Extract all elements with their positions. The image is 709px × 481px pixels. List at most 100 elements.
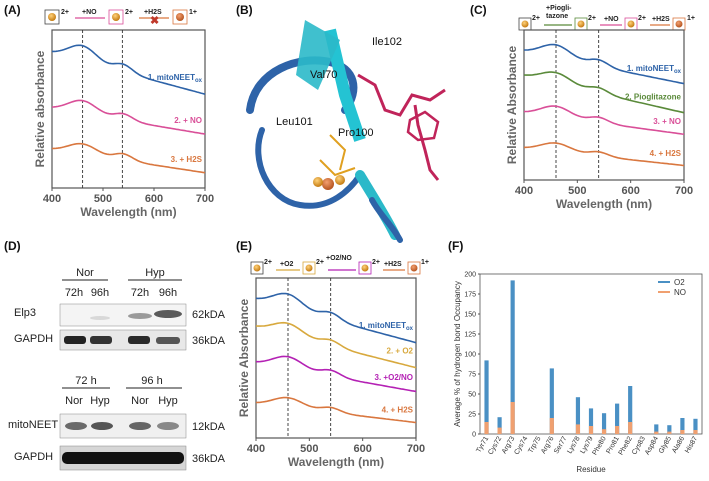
blot-band xyxy=(129,422,151,430)
time-label: 96h xyxy=(159,287,177,299)
series-label: 3. + NO xyxy=(653,117,681,126)
group-label: 96 h xyxy=(141,375,162,387)
y-axis-label: Relative Absorbance xyxy=(505,46,519,165)
series-label: 3. + H2S xyxy=(171,155,203,164)
x-tick-label: 400 xyxy=(247,443,265,455)
blot-row-label: mitoNEET xyxy=(8,419,58,431)
bar-o2 xyxy=(510,280,515,434)
scheme-step: +NO xyxy=(604,16,619,23)
spectrum-line xyxy=(523,71,685,114)
blot-band xyxy=(90,336,112,344)
plot-frame xyxy=(255,277,417,439)
bar-no xyxy=(615,426,620,434)
scheme-step: +Piogli- xyxy=(546,5,572,12)
scheme-step: +NO xyxy=(82,9,97,16)
bar-no xyxy=(601,429,607,434)
scheme-charge: 2+ xyxy=(316,259,324,266)
bar-no xyxy=(693,430,698,434)
bar-o2 xyxy=(601,413,607,434)
panel-a: 2+ +NO 2+ +H2S ✖ 1+ 1. mitoNEETox 2. + NO… xyxy=(33,9,214,219)
cluster-bracket xyxy=(302,261,316,275)
kda-label: 62kDA xyxy=(192,309,226,321)
cluster-bracket xyxy=(407,261,421,275)
iron-cluster-icon xyxy=(521,20,529,28)
blot-band xyxy=(90,316,110,320)
plot-frame xyxy=(51,29,206,189)
cluster-bracket xyxy=(250,261,264,275)
panel-label-c: (C) xyxy=(470,3,487,17)
y-tick-label: 75 xyxy=(468,372,476,379)
panel-c: 2+ +Piogli- tazone 2+ +NO 2+ +H2S 1+ 1. … xyxy=(505,5,695,211)
blot-band xyxy=(157,422,179,430)
x-tick-label: 700 xyxy=(196,193,214,205)
spectrum-line xyxy=(523,105,685,135)
beta-sheet xyxy=(296,20,340,90)
time-label: 96h xyxy=(91,287,109,299)
scheme-step: +O2 xyxy=(280,261,294,268)
blot-membrane xyxy=(59,329,187,351)
x-tick-label: 700 xyxy=(675,185,693,197)
panel-d-western: Nor Hyp 72h 96h 72h 96h Elp3 62kDA GAPDH… xyxy=(8,267,226,471)
scheme-e: 2+ +O2 2+ +O2/NO 2+ +H2S 1+ xyxy=(250,255,429,275)
series-label: 2. + NO xyxy=(174,116,202,125)
chart-a: 1. mitoNEETox 2. + NO 3. + H2S 400 500 600 700… xyxy=(33,29,214,219)
scheme-step: +H2S xyxy=(144,9,162,16)
bar-o2 xyxy=(497,417,502,434)
ligand-ring xyxy=(406,110,440,142)
bar-o2 xyxy=(680,418,685,434)
blot-membrane xyxy=(59,303,187,327)
y-tick-label: 0 xyxy=(472,432,476,439)
iron-cluster-icon xyxy=(112,13,120,21)
bar-o2 xyxy=(549,368,554,434)
blot-row-label: Elp3 xyxy=(14,307,36,319)
blot-band xyxy=(91,422,113,430)
x-tick-label: Cys74 xyxy=(513,435,529,456)
bar-no xyxy=(575,424,581,434)
plot-frame xyxy=(523,29,685,181)
x-tick-label: 500 xyxy=(300,443,318,455)
panel-b-structure: Val70 Ile102 Leu101 Pro100 xyxy=(246,20,446,243)
bar-no xyxy=(680,430,685,434)
bar-no xyxy=(667,431,672,434)
spectrum-line xyxy=(524,43,685,85)
group-label: Nor xyxy=(76,267,94,279)
bar-no xyxy=(549,418,554,434)
scheme-step: +O2/NO xyxy=(326,255,352,262)
kda-label: 36kDA xyxy=(192,453,226,465)
spectrum-line xyxy=(255,292,417,344)
scheme-charge: 2+ xyxy=(532,15,540,22)
y-axis-label: Average % of hydrogen bond Occupancy xyxy=(453,281,462,427)
scheme-step: +H2S xyxy=(652,16,670,23)
bar-no xyxy=(588,426,594,434)
series-label: 4. + H2S xyxy=(650,149,682,158)
blot-band xyxy=(62,452,184,464)
scheme-charge: 2+ xyxy=(125,9,133,16)
scheme-charge: 2+ xyxy=(61,9,69,16)
bar-o2 xyxy=(628,386,633,434)
series-label: 1. mitoNEETox xyxy=(148,73,203,84)
bar-o2 xyxy=(654,424,659,434)
y-axis-label: Relative Absorbance xyxy=(237,299,251,418)
y-tick-label: 100 xyxy=(464,352,476,359)
block-x-icon: ✖ xyxy=(150,15,159,27)
spectrum-line xyxy=(51,99,206,135)
x-tick-label: 500 xyxy=(94,193,112,205)
x-tick-label: Asp84 xyxy=(644,435,660,456)
scheme-charge: 2+ xyxy=(638,15,646,22)
condition-label: Nor xyxy=(65,395,83,407)
series-label: 2. Pioglitazone xyxy=(625,92,682,101)
scheme-charge: 2+ xyxy=(372,259,380,266)
iron-cluster-icon xyxy=(253,264,261,272)
bar-o2 xyxy=(693,418,698,434)
group-label: Hyp xyxy=(145,267,165,279)
cluster-bracket xyxy=(172,9,188,25)
iron-cluster-icon xyxy=(305,264,313,272)
cysteine-stick xyxy=(329,134,347,171)
bar-o2 xyxy=(484,360,489,434)
condition-label: Hyp xyxy=(90,395,110,407)
blot-band xyxy=(64,336,86,344)
x-axis-label: Wavelength (nm) xyxy=(288,455,384,469)
iron-cluster-icon xyxy=(361,264,369,272)
cluster-bracket xyxy=(358,261,372,275)
x-tick-label: 700 xyxy=(407,443,425,455)
